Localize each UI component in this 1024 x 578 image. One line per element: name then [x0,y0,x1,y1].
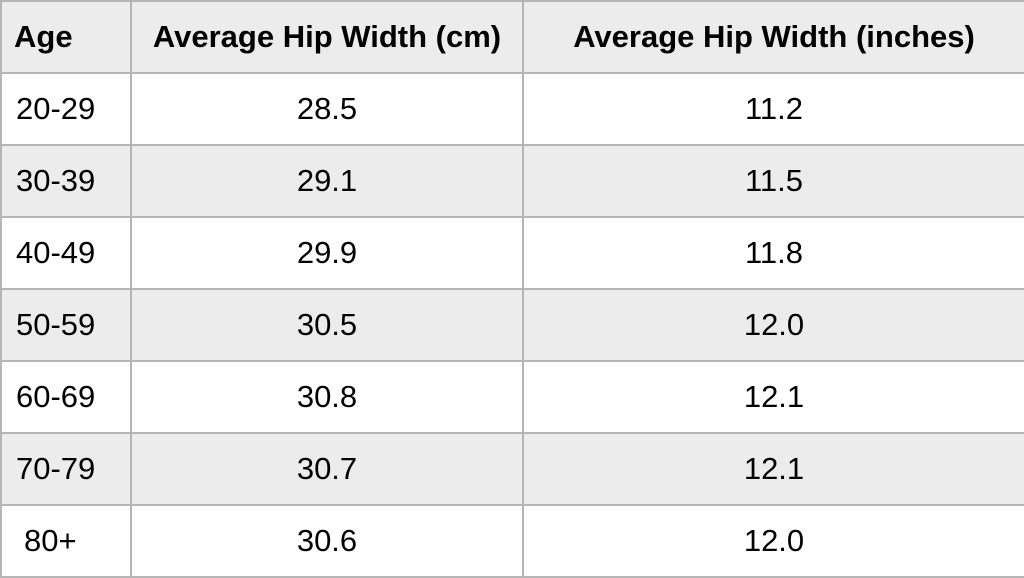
cell-age: 40-49 [1,217,131,289]
col-header-inches: Average Hip Width (inches) [523,1,1024,73]
cell-cm: 29.9 [131,217,523,289]
cell-age: 50-59 [1,289,131,361]
hip-width-table: Age Average Hip Width (cm) Average Hip W… [0,0,1024,578]
cell-cm: 30.6 [131,505,523,577]
cell-cm: 30.7 [131,433,523,505]
cell-cm: 29.1 [131,145,523,217]
cell-cm: 28.5 [131,73,523,145]
cell-inches: 11.8 [523,217,1024,289]
cell-age: 70-79 [1,433,131,505]
cell-inches: 11.5 [523,145,1024,217]
table-row: 50-59 30.5 12.0 [1,289,1024,361]
table-row: 30-39 29.1 11.5 [1,145,1024,217]
cell-inches: 12.1 [523,361,1024,433]
table-row: 60-69 30.8 12.1 [1,361,1024,433]
cell-age: 20-29 [1,73,131,145]
cell-cm: 30.5 [131,289,523,361]
cell-inches: 11.2 [523,73,1024,145]
cell-age: 60-69 [1,361,131,433]
cell-inches: 12.0 [523,289,1024,361]
table-row: 40-49 29.9 11.8 [1,217,1024,289]
cell-inches: 12.0 [523,505,1024,577]
table-row: 80+ 30.6 12.0 [1,505,1024,577]
cell-inches: 12.1 [523,433,1024,505]
col-header-age: Age [1,1,131,73]
cell-age: 80+ [1,505,131,577]
table-header-row: Age Average Hip Width (cm) Average Hip W… [1,1,1024,73]
cell-cm: 30.8 [131,361,523,433]
col-header-cm: Average Hip Width (cm) [131,1,523,73]
table-row: 70-79 30.7 12.1 [1,433,1024,505]
cell-age: 30-39 [1,145,131,217]
table-row: 20-29 28.5 11.2 [1,73,1024,145]
